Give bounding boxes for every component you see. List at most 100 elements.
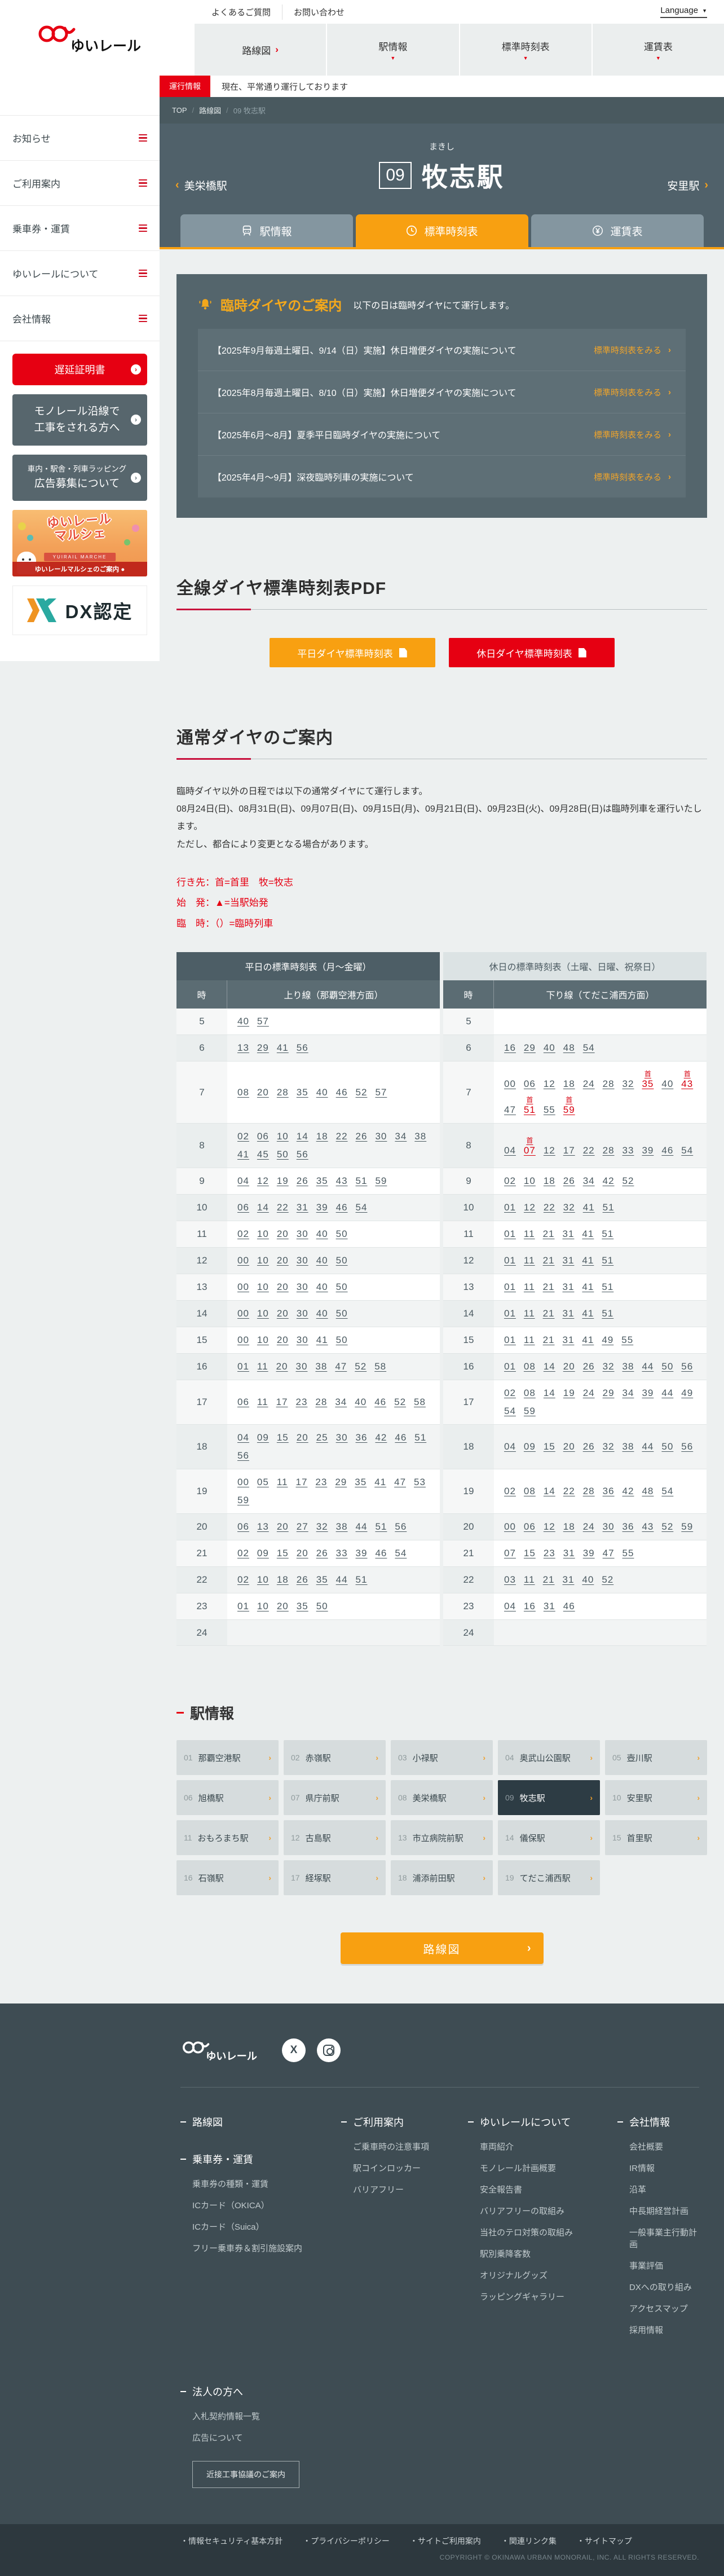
time-link[interactable]: 14	[543, 1486, 555, 1497]
time-link[interactable]: 41	[582, 1255, 594, 1266]
time-link[interactable]: 11	[523, 1282, 535, 1293]
time-link[interactable]: 12	[543, 1078, 555, 1090]
time-link[interactable]: 10	[257, 1574, 269, 1586]
time-link[interactable]: 54	[582, 1042, 595, 1054]
time-link[interactable]: 15	[276, 1432, 289, 1443]
time-link[interactable]: 06	[523, 1521, 536, 1533]
time-link[interactable]: 20	[296, 1432, 308, 1443]
time-link[interactable]: 09	[257, 1432, 269, 1443]
time-link[interactable]: 09	[523, 1441, 536, 1452]
construction-consult-button[interactable]: 近接工事協議のご案内	[192, 2461, 299, 2489]
time-link[interactable]: 42	[602, 1175, 615, 1187]
time-link[interactable]: 01	[504, 1255, 516, 1266]
time-link[interactable]: 59	[681, 1521, 694, 1533]
time-link[interactable]: 39	[642, 1144, 654, 1156]
time-link[interactable]: 56	[395, 1521, 407, 1533]
time-link[interactable]: 10	[523, 1175, 536, 1187]
time-link[interactable]: 44	[355, 1521, 368, 1533]
time-link[interactable]: 55	[621, 1335, 634, 1346]
time-link[interactable]: 58	[414, 1397, 426, 1408]
time-link[interactable]: 00	[237, 1255, 249, 1266]
time-link[interactable]: 54	[661, 1486, 674, 1497]
route-map-button[interactable]: 路線図 ›	[340, 1932, 544, 1965]
footer-link[interactable]: 入札契約情報一覧	[192, 2412, 261, 2422]
time-link[interactable]: 32	[316, 1521, 328, 1533]
time-link[interactable]: 30	[296, 1308, 308, 1319]
time-link[interactable]: 48	[642, 1486, 654, 1497]
time-link[interactable]: 51	[355, 1175, 368, 1187]
station-card-17[interactable]: 17 経塚駅 ›	[284, 1860, 386, 1896]
time-link[interactable]: 11	[523, 1228, 535, 1240]
time-link[interactable]: 01	[504, 1335, 516, 1346]
time-link[interactable]: 54	[395, 1548, 407, 1559]
notice-item-link[interactable]: 標準時刻表をみる ›	[593, 387, 671, 398]
time-link[interactable]: 30	[296, 1228, 308, 1240]
time-link[interactable]: 29	[523, 1042, 536, 1054]
time-link[interactable]: 57	[375, 1086, 387, 1098]
time-link[interactable]: 20	[296, 1548, 308, 1559]
time-link[interactable]: 41	[582, 1228, 594, 1240]
notice-item-1[interactable]: 【2025年8月毎週土曜日、8/10（日）実施】休日増便ダイヤの実施について 標準…	[198, 371, 686, 413]
time-link[interactable]: 42	[375, 1432, 387, 1443]
time-link[interactable]: 29	[335, 1477, 347, 1488]
station-card-05[interactable]: 05 壺川駅 ›	[605, 1740, 707, 1776]
footer-section-header[interactable]: 乗車券・運賃	[180, 2152, 330, 2167]
time-link[interactable]: 05	[257, 1477, 269, 1488]
time-link[interactable]: 14	[296, 1131, 308, 1142]
time-link[interactable]: 16	[523, 1601, 536, 1612]
bottom-link-1[interactable]: プライバシーポリシー	[303, 2535, 390, 2547]
time-link[interactable]: 00	[504, 1078, 516, 1090]
time-link[interactable]: 51	[414, 1432, 427, 1443]
top-link-0[interactable]: よくあるご質問	[211, 7, 271, 17]
time-link[interactable]: 17	[276, 1397, 288, 1408]
time-link[interactable]: 01	[504, 1361, 516, 1372]
notice-item-2[interactable]: 【2025年6月～8月】夏季平日臨時ダイヤの実施について 標準時刻表をみる ›	[198, 413, 686, 456]
time-link[interactable]: 58	[374, 1361, 387, 1372]
time-link[interactable]: 46	[374, 1397, 387, 1408]
timetable-tab-holiday[interactable]: 休日の標準時刻表（土曜、日曜、祝祭日）	[443, 952, 707, 981]
time-link[interactable]: 20	[276, 1521, 289, 1533]
bottom-link-4[interactable]: サイトマップ	[577, 2535, 632, 2547]
time-link[interactable]: 54	[355, 1202, 368, 1213]
time-link[interactable]: 26	[582, 1441, 595, 1452]
time-link[interactable]: 17	[295, 1477, 308, 1488]
time-link[interactable]: 23	[295, 1397, 308, 1408]
sidebar-item-0[interactable]: お知らせ	[0, 115, 160, 160]
time-link[interactable]: 49	[602, 1335, 614, 1346]
nav-item-1[interactable]: 駅情報 ▼	[326, 24, 458, 76]
time-link[interactable]: 31	[562, 1335, 575, 1346]
time-link[interactable]: 38	[622, 1361, 634, 1372]
time-link[interactable]: 14	[543, 1388, 555, 1399]
station-card-06[interactable]: 06 旭橋駅 ›	[176, 1780, 279, 1816]
sidebar-item-4[interactable]: 会社情報	[0, 296, 160, 341]
time-link[interactable]: 34	[582, 1175, 595, 1187]
bottom-link-0[interactable]: 情報セキュリティ基本方針	[180, 2535, 282, 2547]
time-link[interactable]: 51	[375, 1521, 387, 1533]
sidebar-cta-dark-1[interactable]: 車内・駅舎・列車ラッピング 広告募集について ›	[12, 454, 147, 501]
time-link[interactable]: 41	[374, 1477, 387, 1488]
nav-item-0[interactable]: 路線図 ›	[195, 24, 326, 76]
time-link[interactable]: 53	[414, 1477, 426, 1488]
time-link[interactable]: 25	[316, 1432, 328, 1443]
time-link[interactable]: 46	[335, 1086, 348, 1098]
time-link[interactable]: 39	[355, 1548, 368, 1559]
station-card-13[interactable]: 13 市立病院前駅 ›	[391, 1820, 493, 1856]
footer-link[interactable]: 事業評価	[629, 2261, 664, 2271]
notice-item-link[interactable]: 標準時刻表をみる ›	[593, 429, 671, 440]
time-link[interactable]: 52	[394, 1397, 407, 1408]
time-link[interactable]: 34	[622, 1388, 634, 1399]
time-link[interactable]: 31	[562, 1282, 575, 1293]
time-link[interactable]: 18	[543, 1175, 555, 1187]
station-card-12[interactable]: 12 古島駅 ›	[284, 1820, 386, 1856]
time-link[interactable]: 41	[237, 1149, 249, 1160]
time-link[interactable]: 31	[543, 1601, 555, 1612]
time-link[interactable]: 35	[296, 1601, 308, 1612]
time-link[interactable]: 40	[355, 1397, 367, 1408]
time-link[interactable]: 28	[276, 1086, 289, 1098]
time-link[interactable]: 21	[542, 1255, 555, 1266]
time-link-special[interactable]: 首 35	[642, 1070, 654, 1090]
time-link[interactable]: 26	[296, 1574, 308, 1586]
time-link[interactable]: 22	[543, 1202, 555, 1213]
time-link[interactable]: 19	[276, 1175, 289, 1187]
time-link[interactable]: 41	[582, 1202, 595, 1213]
